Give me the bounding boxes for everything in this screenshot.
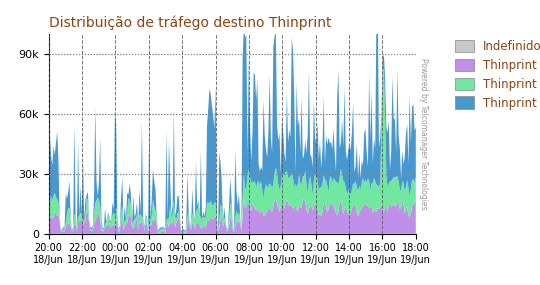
Text: Powered by Telcomanager Technologies: Powered by Telcomanager Technologies [420, 58, 428, 210]
Text: Distribuição de tráfego destino Thinprint: Distribuição de tráfego destino Thinprin… [49, 16, 331, 30]
Legend: Indefinido, Thinprint 1, Thinprint 3, Thinprint 2: Indefinido, Thinprint 1, Thinprint 3, Th… [451, 36, 540, 113]
